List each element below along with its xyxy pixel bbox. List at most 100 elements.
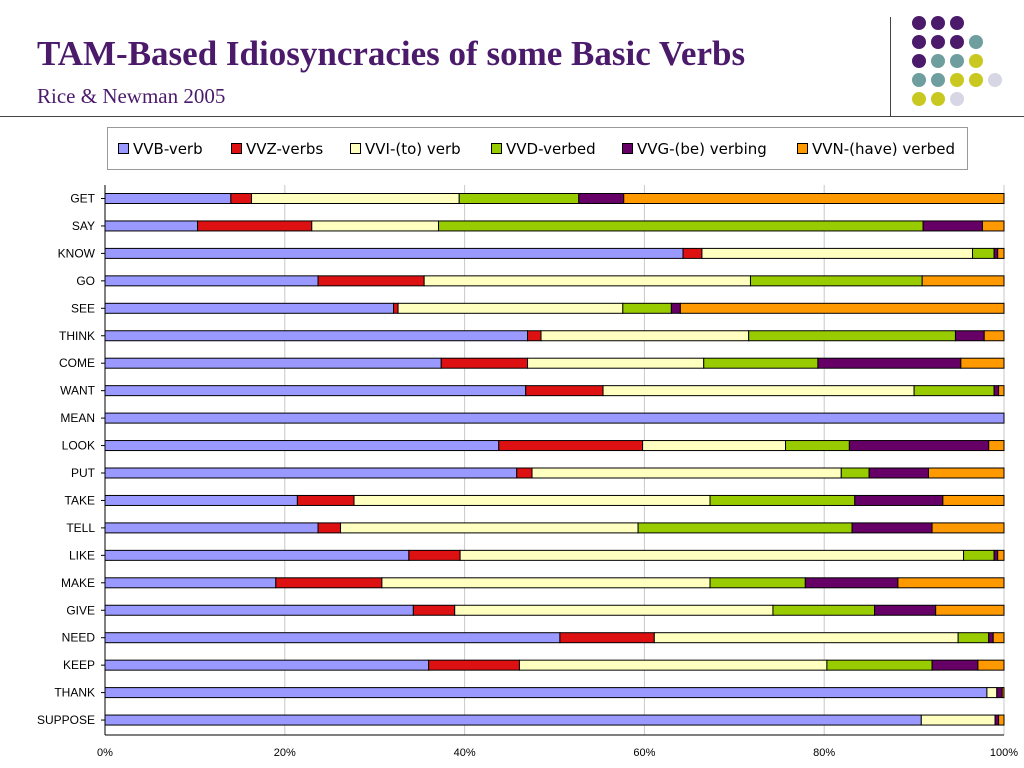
decorative-dot	[950, 54, 964, 68]
bar-segment	[340, 522, 639, 534]
bar-segment	[104, 549, 410, 561]
category-label: SEE	[71, 301, 95, 315]
bar-segment	[868, 467, 929, 479]
bar-segment	[772, 604, 876, 616]
bar-segment	[104, 357, 442, 369]
bar-segment	[826, 659, 933, 671]
legend-label: VVD-verbed	[506, 140, 596, 158]
bar-segment	[988, 440, 1005, 452]
bar-segment	[942, 494, 1005, 506]
bar-segment	[957, 632, 990, 644]
bar-segment	[817, 357, 962, 369]
bar-segment	[804, 577, 899, 589]
bar-segment	[653, 632, 959, 644]
bar-segment	[317, 275, 425, 287]
decorative-dot	[931, 54, 945, 68]
bar-segment	[851, 522, 933, 534]
decorative-dot	[931, 92, 945, 106]
bar-segment	[679, 302, 1005, 314]
bar-segment	[197, 220, 313, 232]
legend-swatch	[231, 143, 242, 154]
bar-segment	[998, 385, 1005, 397]
bar-segment	[518, 659, 828, 671]
bar-segment	[393, 302, 399, 314]
bar-segment	[986, 687, 998, 699]
bar-segment	[251, 193, 460, 204]
bar-segment	[981, 220, 1005, 232]
bar-segment	[531, 467, 842, 479]
bar-segment	[104, 494, 298, 506]
category-label: PUT	[71, 466, 96, 480]
x-tick-label: 20%	[274, 747, 296, 759]
bar-segment	[935, 604, 1005, 616]
bar-segment	[998, 714, 1005, 726]
bar-segment	[1001, 687, 1005, 699]
category-label: SAY	[72, 219, 95, 233]
bar-segment	[977, 659, 1005, 671]
decorative-dot	[950, 92, 964, 106]
category-label: MEAN	[60, 411, 95, 425]
x-tick-label: 80%	[813, 747, 835, 759]
bar-segment	[296, 494, 355, 506]
decorative-dot	[912, 54, 926, 68]
decorative-dot	[912, 92, 926, 106]
bar-segment	[230, 193, 253, 204]
bar-segment	[997, 549, 1005, 561]
bar-segment	[459, 549, 965, 561]
bar-segment	[275, 577, 383, 589]
x-tick-label: 60%	[633, 747, 655, 759]
legend-label: VVI-(to) verb	[365, 140, 461, 158]
bar-segment	[931, 522, 1005, 534]
bar-segment	[840, 467, 870, 479]
bar-segment	[311, 220, 440, 232]
decorative-dot	[950, 35, 964, 49]
bar-segment	[988, 632, 994, 644]
bar-segment	[540, 330, 750, 342]
bar-segment	[848, 440, 990, 452]
bar-segment	[104, 632, 561, 644]
legend-label: VVZ-verbs	[246, 140, 324, 158]
decorative-dot	[950, 16, 964, 30]
bar-segment	[104, 330, 529, 342]
bar-segment	[637, 522, 853, 534]
bar-segment	[993, 385, 1000, 397]
bar-segment	[525, 385, 604, 397]
category-label: LOOK	[62, 439, 95, 453]
bar-segment	[104, 220, 199, 232]
bar-segment	[516, 467, 533, 479]
category-label: WANT	[60, 384, 96, 398]
bar-segment	[670, 302, 681, 314]
legend-label: VVB-verb	[133, 140, 203, 158]
bar-segment	[749, 275, 923, 287]
bar-segment	[927, 467, 1005, 479]
bar-segment	[954, 330, 985, 342]
bar-segment	[994, 714, 1000, 726]
decorative-dot	[912, 35, 926, 49]
category-label: GET	[70, 192, 95, 206]
x-tick-label: 40%	[454, 747, 476, 759]
bar-segment	[992, 632, 1005, 644]
bar-segment	[997, 247, 1005, 259]
bar-segment	[412, 604, 456, 616]
category-label: KEEP	[63, 658, 95, 672]
category-label: LIKE	[69, 548, 95, 562]
category-label: TAKE	[65, 493, 95, 507]
bar-segment	[922, 220, 983, 232]
bar-segment	[709, 494, 856, 506]
decorative-dot	[931, 73, 945, 87]
header-vertical-rule	[890, 17, 891, 116]
bar-segment	[428, 659, 520, 671]
bar-segment	[931, 659, 979, 671]
bar-segment	[458, 193, 580, 204]
bar-segment	[642, 440, 787, 452]
bar-segment	[104, 440, 500, 452]
bar-segment	[993, 247, 999, 259]
decorative-dot	[912, 16, 926, 30]
slide-subtitle: Rice & Newman 2005	[37, 84, 226, 108]
bar-segment	[785, 440, 850, 452]
chart-legend: VVB-verb VVZ-verbs VVI-(to) verb VVD-verbed…	[107, 127, 968, 170]
legend-swatch	[350, 143, 361, 154]
bar-segment	[983, 330, 1005, 342]
category-label: COME	[59, 356, 95, 370]
bar-segment	[104, 522, 319, 534]
